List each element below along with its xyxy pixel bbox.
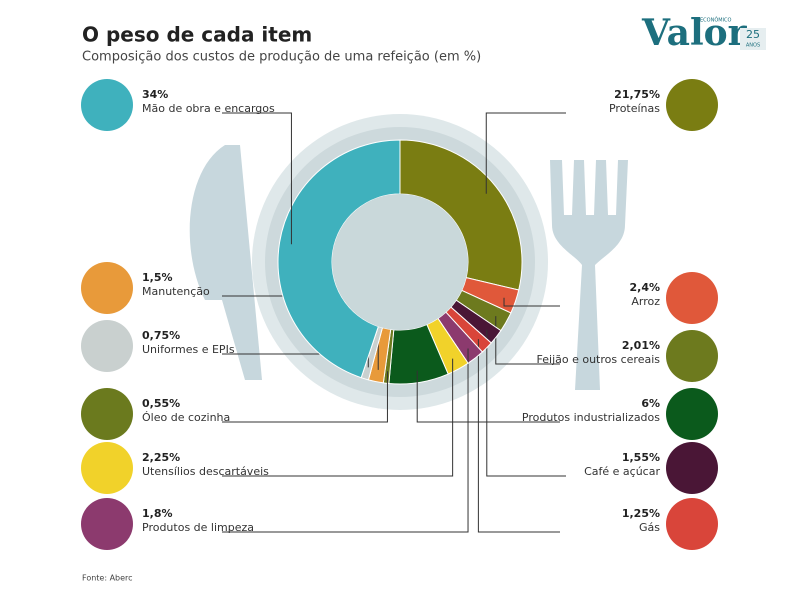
chart-subtitle: Composição dos custos de produção de uma…	[82, 50, 481, 65]
leader-line	[222, 348, 469, 533]
value-label: 34%	[142, 88, 168, 101]
category-label: Feijão e outros cereais	[537, 353, 661, 366]
value-label: 0,55%	[142, 397, 180, 410]
value-label: 0,75%	[142, 329, 180, 342]
source: Fonte: Aberc	[82, 574, 133, 583]
leader-line	[222, 353, 369, 368]
category-label: Gás	[639, 521, 660, 534]
icon	[666, 330, 718, 382]
logo-years-label: ANOS	[746, 43, 760, 49]
leader-line	[222, 358, 454, 477]
value-label: 2,25%	[142, 451, 180, 464]
leader-line	[416, 370, 560, 423]
chart-title: O peso de cada item	[82, 23, 312, 47]
icon	[666, 498, 718, 550]
leader-line	[477, 339, 560, 533]
value-label: 2,01%	[622, 339, 660, 352]
icon	[666, 272, 718, 324]
slice	[277, 139, 401, 379]
category-label: Utensílios descartáveis	[142, 465, 269, 478]
category-label: Manutenção	[142, 285, 210, 298]
category-label: Arroz	[631, 295, 660, 308]
value-label: 6%	[641, 397, 660, 410]
logo: Valor	[641, 12, 748, 54]
fork	[550, 160, 628, 390]
leader-line	[486, 329, 566, 477]
value-label: 1,25%	[622, 507, 660, 520]
leader-line	[503, 297, 560, 307]
category-label: Mão de obra e encargos	[142, 102, 275, 115]
knife	[189, 145, 262, 380]
icon	[81, 320, 133, 372]
value-label: 1,55%	[622, 451, 660, 464]
value-label: 1,8%	[142, 507, 173, 520]
icon	[81, 388, 133, 440]
category-label: Proteínas	[609, 102, 660, 115]
category-label: Produtos industrializados	[522, 411, 660, 424]
icon	[666, 442, 718, 494]
icon	[666, 79, 718, 131]
value-label: 2,4%	[629, 281, 660, 294]
value-label: 1,5%	[142, 271, 173, 284]
value-label: 21,75%	[614, 88, 660, 101]
logo-tag: ECONÔMICO	[700, 17, 732, 24]
icon	[81, 79, 133, 131]
logo-years: 25	[746, 28, 760, 41]
leader-line	[485, 112, 566, 194]
icon	[81, 498, 133, 550]
category-label: Café e açúcar	[584, 465, 660, 478]
icon	[666, 388, 718, 440]
category-label: Óleo de cozinha	[142, 411, 230, 424]
category-label: Produtos de limpeza	[142, 521, 254, 534]
donut-hole	[332, 194, 468, 330]
icon	[81, 442, 133, 494]
leader-line	[495, 316, 560, 365]
category-label: Uniformes e EPIs	[142, 343, 235, 356]
icon	[81, 262, 133, 314]
leader-line	[222, 112, 292, 245]
logo-badge	[740, 28, 766, 50]
leader-line	[222, 371, 388, 423]
